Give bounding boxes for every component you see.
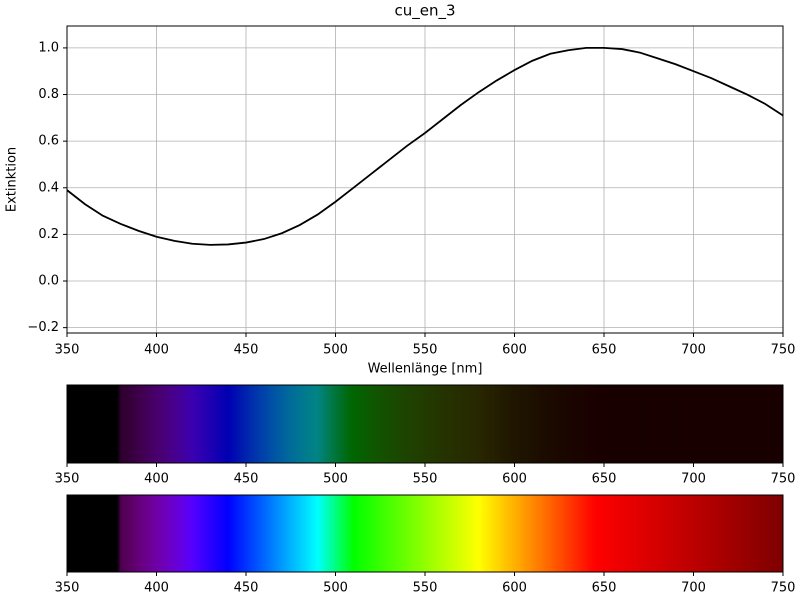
y-tick-label: −0.2 bbox=[27, 320, 59, 335]
x-tick-label: 350 bbox=[55, 472, 80, 487]
x-tick-label: 550 bbox=[413, 343, 438, 358]
x-tick-label: 400 bbox=[144, 581, 169, 596]
x-tick-label: 600 bbox=[502, 472, 527, 487]
x-tick-label: 650 bbox=[592, 581, 617, 596]
x-tick-label: 650 bbox=[592, 343, 617, 358]
y-tick-label: 1.0 bbox=[38, 40, 59, 55]
y-tick-label: 0.2 bbox=[38, 227, 59, 242]
x-tick-label: 550 bbox=[413, 472, 438, 487]
x-tick-label: 500 bbox=[323, 472, 348, 487]
spectrum-bar bbox=[66, 494, 784, 573]
data-line bbox=[66, 47, 784, 246]
x-axis-label: Wellenlänge [nm] bbox=[368, 362, 483, 377]
x-tick-label: 400 bbox=[144, 472, 169, 487]
plot-frame bbox=[66, 25, 784, 334]
x-tick-label: 500 bbox=[323, 343, 348, 358]
x-tick-label: 450 bbox=[234, 581, 259, 596]
x-tick-label: 750 bbox=[771, 581, 796, 596]
x-tick-label: 550 bbox=[413, 581, 438, 596]
x-tick-label: 750 bbox=[771, 343, 796, 358]
x-tick-label: 500 bbox=[323, 581, 348, 596]
y-tick-label: 0.6 bbox=[38, 134, 59, 149]
y-tick-label: 0.0 bbox=[38, 274, 59, 289]
x-tick-label: 400 bbox=[144, 343, 169, 358]
x-tick-label: 750 bbox=[771, 472, 796, 487]
x-tick-label: 350 bbox=[55, 581, 80, 596]
x-tick-label: 450 bbox=[234, 472, 259, 487]
x-tick-label: 350 bbox=[55, 343, 80, 358]
x-tick-label: 700 bbox=[681, 472, 706, 487]
chart-title: cu_en_3 bbox=[394, 2, 455, 21]
y-tick-label: 0.8 bbox=[38, 87, 59, 102]
y-axis-label: Extinktion bbox=[5, 147, 20, 212]
spectrum-bar bbox=[66, 384, 784, 464]
y-tick-label: 0.4 bbox=[38, 180, 59, 195]
x-tick-label: 450 bbox=[234, 343, 259, 358]
x-tick-label: 650 bbox=[592, 472, 617, 487]
x-tick-label: 700 bbox=[681, 343, 706, 358]
x-tick-label: 600 bbox=[502, 581, 527, 596]
x-tick-label: 700 bbox=[681, 581, 706, 596]
x-tick-label: 600 bbox=[502, 343, 527, 358]
